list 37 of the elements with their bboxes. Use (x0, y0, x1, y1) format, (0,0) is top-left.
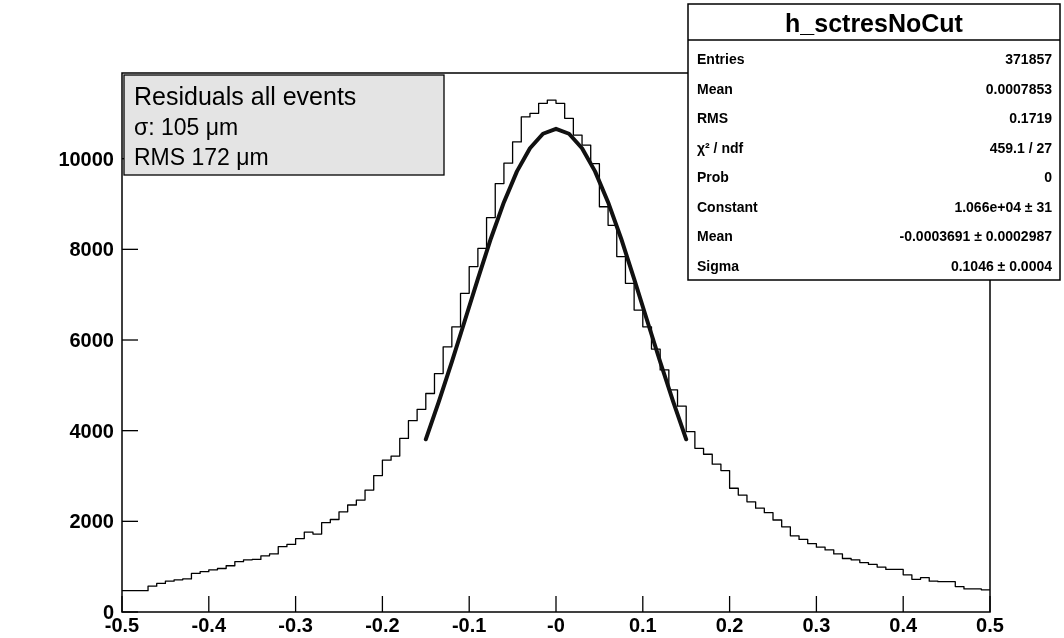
annotation: RMS (697, 110, 729, 126)
annotation: Mean (697, 228, 733, 244)
annotation: Mean (697, 80, 733, 97)
x-tick-label: 0.3 (802, 614, 831, 636)
text: h_sctresNoCut (785, 9, 963, 37)
annotation: -0.0003691 ± 0.0002987 (899, 228, 1053, 244)
annotation: 0.0007853 (985, 80, 1053, 97)
annotation: Residuals all events (134, 82, 357, 110)
x-tick-label: 0.4 (889, 614, 918, 636)
text: 0 (1044, 169, 1052, 185)
text-box: Residuals all events σ: 105 μm RMS 172 μm (123, 74, 445, 176)
y-tick-label: 4000 (69, 419, 114, 442)
annotation: χ² / ndf (697, 139, 744, 156)
y-tick-label: 8000 (69, 238, 114, 261)
annotation: Constant (697, 198, 758, 215)
y-tick-label: 2000 (69, 510, 114, 533)
annotation: 459.1 / 27 (989, 139, 1053, 156)
x-tick-label: -0 (547, 614, 565, 636)
line-series (423, 126, 689, 442)
annotation: Prob (697, 169, 729, 185)
x-tick-label: -0.3 (278, 614, 313, 636)
y-tick-label: 10000 (58, 147, 114, 170)
annotation: 0.1046 ± 0.0004 (950, 257, 1053, 274)
text: Entries (697, 51, 745, 67)
y-tick-label: 6000 (69, 329, 114, 352)
text: 371857 (1005, 51, 1052, 67)
annotation: σ: 105 μm (134, 114, 239, 140)
x-tick-label: 0.5 (976, 614, 1004, 636)
annotation: RMS 172 μm (134, 144, 269, 170)
x-tick-label: 0.2 (715, 614, 744, 636)
x-tick-label: 0.1 (628, 614, 657, 636)
annotation: 1.066e+04 ± 31 (954, 198, 1053, 215)
text: 0.1719 (1009, 110, 1052, 126)
annotation: Sigma (697, 257, 740, 274)
x-tick-label: -0.1 (451, 614, 487, 636)
x-tick-label: -0.4 (191, 614, 227, 636)
x-tick-label: -0.2 (365, 614, 400, 636)
